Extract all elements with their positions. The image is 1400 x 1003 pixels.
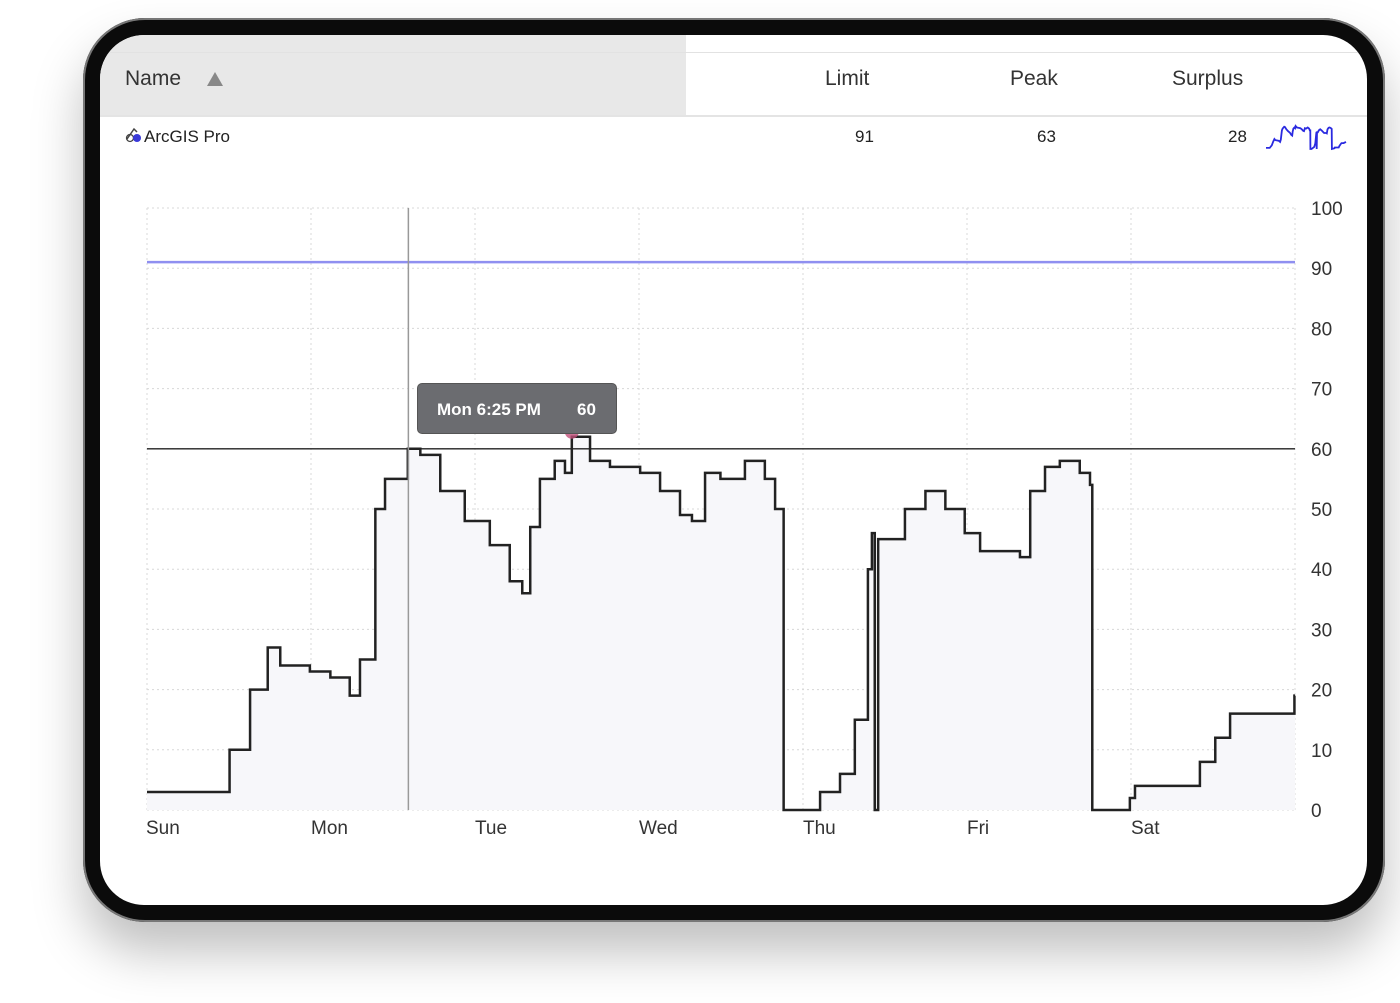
sparkline-path — [1266, 124, 1347, 151]
divider — [100, 52, 1367, 53]
divider — [100, 115, 1367, 117]
row-limit: 91 — [855, 127, 874, 146]
x-tick-label: Sun — [146, 818, 180, 839]
y-tick-label: 70 — [1311, 380, 1332, 401]
row-name[interactable]: ArcGIS Pro — [144, 127, 230, 146]
y-tick-label: 60 — [1311, 440, 1332, 461]
y-tick-label: 30 — [1311, 620, 1332, 641]
tooltip-value: 60 — [577, 400, 596, 419]
column-header-peak[interactable]: Peak — [1010, 67, 1058, 90]
x-tick-label: Fri — [967, 818, 989, 839]
usage-area — [147, 436, 1295, 810]
tooltip-label: Mon 6:25 PM — [437, 400, 541, 419]
y-tick-label: 80 — [1311, 319, 1332, 340]
column-header-surplus[interactable]: Surplus — [1172, 67, 1244, 90]
chart-tooltip: Mon 6:25 PM 60 — [417, 383, 617, 434]
row-surplus: 28 — [1228, 127, 1247, 146]
y-tick-label: 40 — [1311, 560, 1332, 581]
y-tick-label: 20 — [1311, 681, 1332, 702]
y-tick-label: 90 — [1311, 259, 1332, 280]
column-header-limit[interactable]: Limit — [825, 67, 870, 90]
x-tick-label: Thu — [803, 818, 836, 839]
x-tick-label: Wed — [639, 818, 678, 839]
x-tick-label: Mon — [311, 818, 348, 839]
y-tick-label: 0 — [1311, 801, 1322, 822]
usage-sparkline — [1266, 124, 1347, 151]
row-peak: 63 — [1037, 127, 1056, 146]
triangle-up-icon[interactable] — [207, 72, 223, 86]
usage-line — [147, 435, 1296, 812]
x-tick-label: Tue — [475, 818, 507, 839]
name-column-header-bg — [100, 35, 686, 116]
y-tick-label: 100 — [1311, 199, 1343, 220]
arcgis-pro-icon — [125, 127, 141, 143]
y-tick-label: 50 — [1311, 500, 1332, 521]
y-tick-label: 10 — [1311, 741, 1332, 762]
x-tick-label: Sat — [1131, 818, 1160, 839]
column-header-name[interactable]: Name — [125, 67, 182, 90]
